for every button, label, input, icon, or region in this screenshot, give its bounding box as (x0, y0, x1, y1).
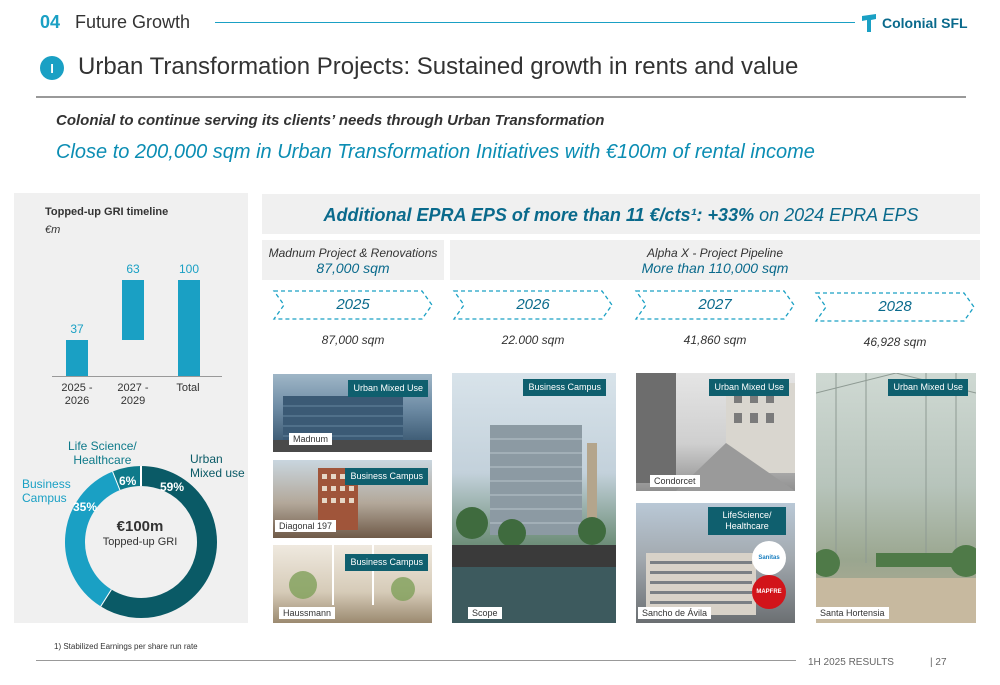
year-sqm-2026: 22.000 sqm (501, 333, 565, 347)
photo-sancho: LifeScience/ Healthcare Sanitas MAPFRE S… (636, 503, 795, 623)
year-chevron-2027: 2027 (634, 289, 796, 321)
year-label: 2026 (516, 296, 550, 313)
year-chevron-2028: 2028 (814, 291, 976, 323)
year-sqm-2027: 41,860 sqm (683, 333, 747, 347)
gri-category-label: 2027 - 2029 (117, 382, 149, 407)
gri-chart-title: Topped-up GRI timeline (45, 206, 169, 218)
section-number: 04 (40, 12, 61, 32)
brand-name: Colonial SFL (882, 15, 968, 31)
gri-category-label: Total (176, 382, 200, 394)
gri-value-label: 63 (126, 262, 140, 276)
photo-tag: Business Campus (345, 468, 428, 485)
gri-bar-2027-2029 (122, 280, 144, 341)
photo-diagonal: Business Campus Diagonal 197 (273, 460, 432, 538)
year-chevron-2025: 2025 (272, 289, 434, 321)
year-chevron-2026: 2026 (452, 289, 614, 321)
photo-caption: Scope (468, 607, 502, 619)
photo-madnum: Urban Mixed Use Madnum (273, 374, 432, 452)
footer-results-label: 1H 2025 RESULTS (808, 657, 894, 668)
donut-pct-lifescience: 6% (119, 474, 137, 488)
header-divider (215, 22, 855, 23)
donut-slice-1 (65, 471, 121, 607)
photo-caption: Condorcet (650, 475, 700, 487)
donut-center-value: €100m (116, 518, 164, 535)
subtitle-secondary: Close to 200,000 sqm in Urban Transforma… (56, 141, 815, 163)
eps-headline: Additional EPRA EPS of more than 11 €/ct… (262, 205, 980, 226)
donut-pct-urban: 59% (160, 480, 185, 494)
section-badge: I (40, 56, 64, 80)
donut-label-campus: Business Campus (22, 477, 71, 505)
gri-donut-chart (65, 466, 217, 618)
mapfre-logo: MAPFRE (752, 575, 786, 609)
gri-bar-2025-2026 (66, 340, 88, 376)
gri-value-label: 100 (178, 262, 200, 276)
year-sqm-2025: 87,000 sqm (321, 333, 385, 347)
photo-tag: Business Campus (523, 379, 606, 396)
photo-scope: Business Campus Scope (452, 373, 616, 623)
photo-tag: LifeScience/ Healthcare (708, 507, 786, 535)
sanitas-logo: Sanitas (752, 541, 786, 575)
year-label: 2025 (336, 296, 370, 313)
photo-tag: Urban Mixed Use (348, 380, 428, 397)
donut-center-label: Topped-up GRI (102, 536, 178, 548)
phase-sqm: More than 110,000 sqm (641, 260, 789, 276)
donut-slice-0 (100, 466, 217, 618)
page-title: Urban Transformation Projects: Sustained… (78, 53, 799, 80)
gri-value-label: 37 (70, 322, 84, 337)
phase-label: Alpha X - Project Pipeline (646, 246, 784, 260)
year-sqm-2028: 46,928 sqm (863, 335, 927, 349)
footer-page-number: | 27 (930, 657, 947, 668)
year-label: 2028 (878, 298, 912, 315)
phase-alpha-x: Alpha X - Project Pipeline More than 110… (450, 240, 980, 280)
eps-headline-rest: on 2024 EPRA EPS (754, 205, 919, 225)
gri-axis-line (52, 376, 222, 377)
photo-caption: Sancho de Ávila (638, 607, 712, 619)
photo-hortensia: Urban Mixed Use Santa Hortensia (816, 373, 976, 623)
gri-chart-unit: €m (45, 224, 61, 236)
phase-label: Madnum Project & Renovations (268, 246, 438, 260)
photo-caption: Diagonal 197 (275, 520, 337, 532)
photo-caption: Haussmann (279, 607, 336, 619)
photo-haussmann: Business Campus Haussmann (273, 545, 432, 623)
phase-madnum: Madnum Project & Renovations 87,000 sqm (262, 240, 444, 280)
footer-divider (36, 660, 796, 661)
donut-pct-campus: 35% (73, 500, 98, 514)
photo-caption: Madnum (289, 433, 333, 445)
title-divider (36, 96, 966, 98)
donut-label-lifescience: Life Science/Healthcare (68, 439, 137, 467)
photo-caption: Santa Hortensia (816, 607, 889, 619)
section-title: Future Growth (75, 12, 191, 32)
photo-tag: Business Campus (345, 554, 428, 571)
photo-tag: Urban Mixed Use (888, 379, 968, 396)
footnote: 1) Stabilized Earnings per share run rat… (54, 642, 198, 651)
eps-headline-bold: Additional EPRA EPS of more than 11 €/ct… (323, 205, 755, 225)
year-label: 2027 (698, 296, 732, 313)
phase-sqm: 87,000 sqm (316, 260, 390, 276)
gri-bar-total (178, 280, 200, 376)
subtitle-primary: Colonial to continue serving its clients… (56, 112, 605, 129)
brand-mark-icon (862, 14, 876, 32)
photo-tag: Urban Mixed Use (709, 379, 789, 396)
eps-banner (262, 194, 980, 234)
gri-category-label: 2025 - 2026 (61, 382, 93, 407)
brand-logo: Colonial SFL (862, 14, 968, 32)
photo-condorcet: Urban Mixed Use Condorcet (636, 373, 795, 491)
donut-label-urban: Urban Mixed use (190, 452, 245, 480)
